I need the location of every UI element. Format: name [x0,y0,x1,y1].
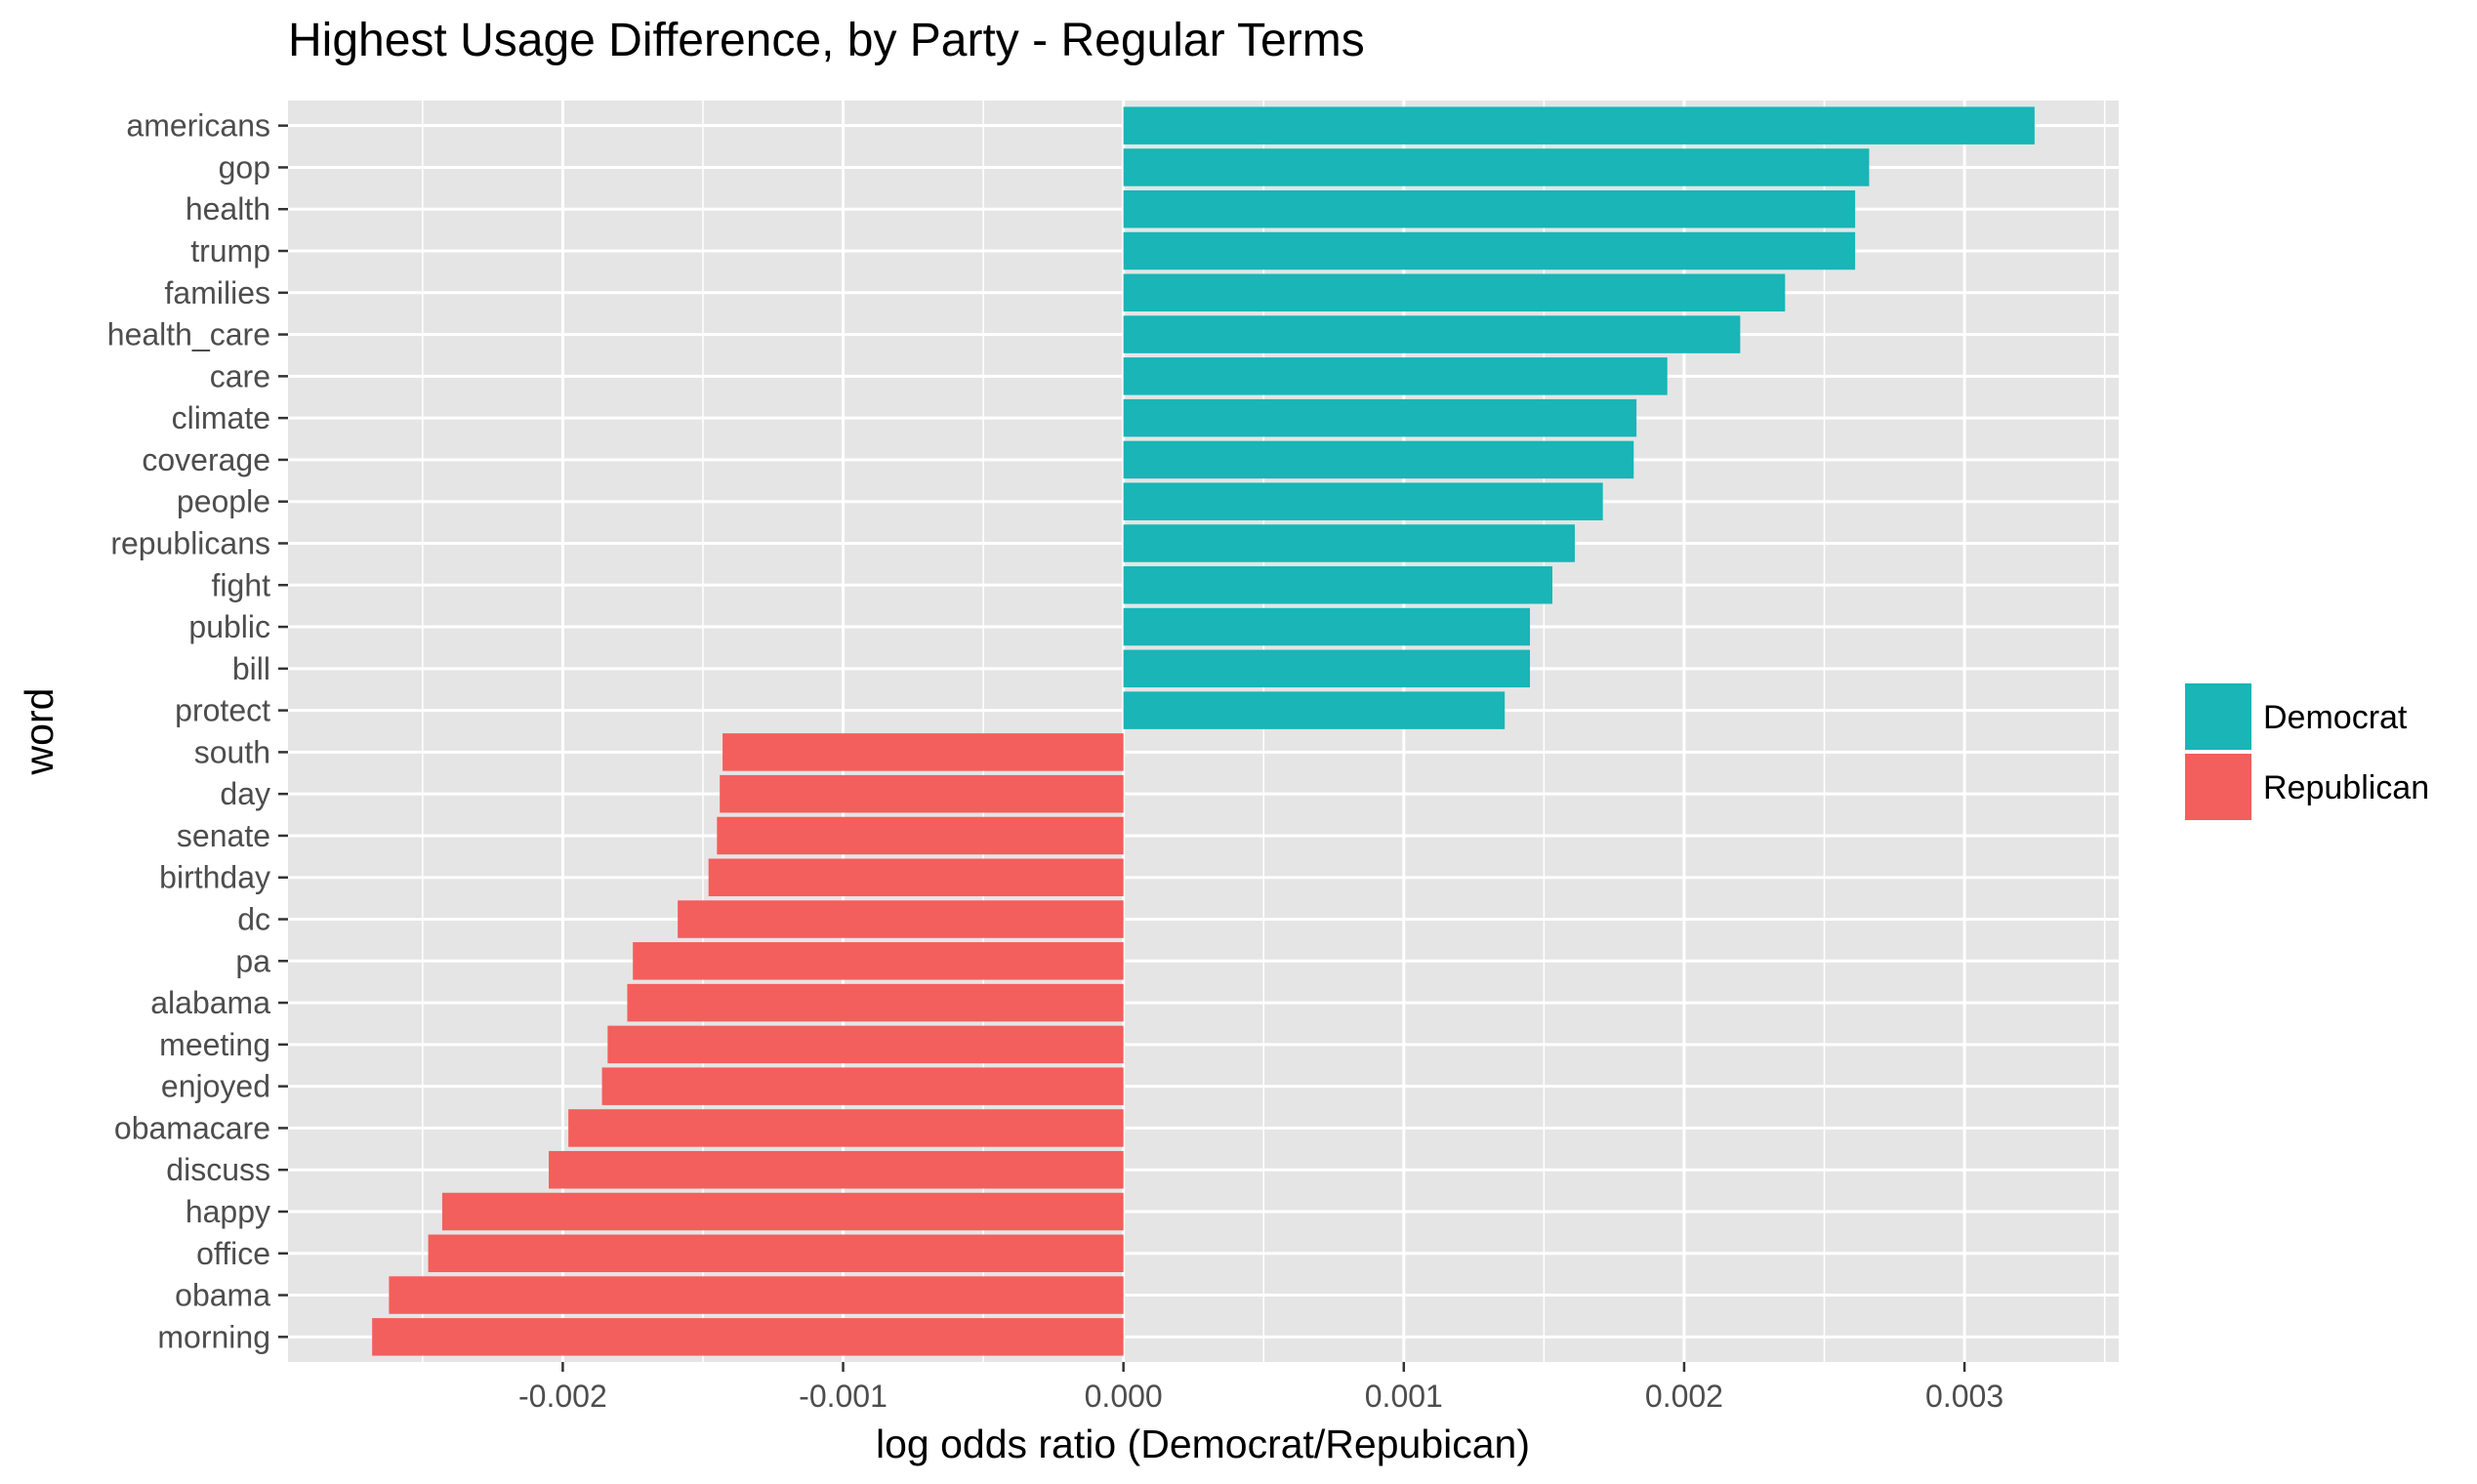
y-tick-label: obama [175,1278,270,1313]
y-tick-label: coverage [142,442,270,477]
bar-health_care [1123,315,1741,353]
y-tick-label: health_care [107,317,270,352]
y-tick-label: fight [212,567,271,602]
y-tick-label: meeting [159,1027,270,1062]
y-tick-label: public [188,609,270,644]
y-axis-title: word [17,688,62,776]
bars [372,106,2035,1356]
legend-label: Republican [2263,769,2429,806]
y-tick-label: people [177,484,270,519]
bar-care [1123,357,1668,395]
bar-health [1123,189,1856,228]
y-tick-label: obamacare [114,1110,270,1145]
y-tick-label: senate [177,818,270,853]
bar-gop [1123,148,1870,186]
bar-meeting [607,1025,1124,1064]
x-tick-label: 0.000 [1085,1379,1163,1414]
x-tick-label: -0.001 [799,1379,888,1414]
y-tick-label: birthday [159,860,270,895]
y-tick-label: trump [190,233,270,268]
bar-south [722,733,1124,771]
y-tick-label: care [210,358,270,393]
bar-families [1123,273,1786,312]
y-tick-label: bill [232,651,270,686]
bar-birthday [708,858,1124,896]
y-tick-label: morning [157,1319,270,1354]
y-tick-label: protect [175,693,270,728]
y-tick-label: climate [172,400,270,435]
bar-alabama [627,983,1124,1022]
bar-dc [678,900,1124,938]
chart-title: Highest Usage Difference, by Party - Reg… [288,15,1365,66]
x-tick-label: -0.002 [518,1379,607,1414]
legend-key-republican [2185,754,2251,820]
legend-label: Democrat [2263,699,2408,736]
legend: Democrat Republican [2185,683,2429,820]
bar-americans [1123,106,2035,144]
y-tick-label: alabama [150,985,270,1020]
y-tick-label: families [165,275,270,310]
bar-obamacare [568,1109,1124,1147]
bar-discuss [549,1150,1124,1189]
y-tick-label: health [186,191,270,227]
bar-people [1123,482,1603,520]
bar-pa [633,942,1124,980]
bar-protect [1123,691,1506,729]
x-tick-label: 0.002 [1645,1379,1723,1414]
y-tick-label: happy [186,1194,270,1229]
y-tick-label: office [196,1236,270,1271]
x-axis-title: log odds ratio (Democrat/Repubican) [876,1422,1530,1466]
y-tick-label: republicans [110,525,270,560]
bar-happy [441,1192,1124,1231]
bar-public [1123,607,1531,646]
x-tick-label: 0.001 [1365,1379,1443,1414]
y-tick-label: americans [126,108,270,144]
bar-senate [717,816,1124,855]
y-tick-label: day [220,776,270,811]
bar-enjoyed [601,1067,1124,1105]
bar-climate [1123,398,1637,437]
bar-office [428,1234,1124,1273]
bar-trump [1123,231,1856,270]
y-tick-label: pa [235,943,270,978]
bar-day [720,774,1124,813]
y-tick-label: enjoyed [161,1069,270,1104]
y-tick-label: south [194,734,270,769]
bar-republicans [1123,524,1575,562]
bar-bill [1123,649,1531,688]
y-tick-label: dc [237,902,270,937]
bar-fight [1123,566,1552,604]
y-tick-label: discuss [166,1152,270,1187]
y-axis: americans gop health trump families health_ca… [107,108,288,1354]
bar-coverage [1123,440,1634,479]
x-tick-label: 0.003 [1925,1379,2003,1414]
y-tick-label: gop [219,149,270,185]
bar-obama [389,1276,1124,1314]
x-axis: -0.002 -0.001 0.000 0.001 0.002 0.003 [518,1362,2003,1414]
legend-key-democrat [2185,683,2251,750]
bar-morning [372,1318,1124,1356]
